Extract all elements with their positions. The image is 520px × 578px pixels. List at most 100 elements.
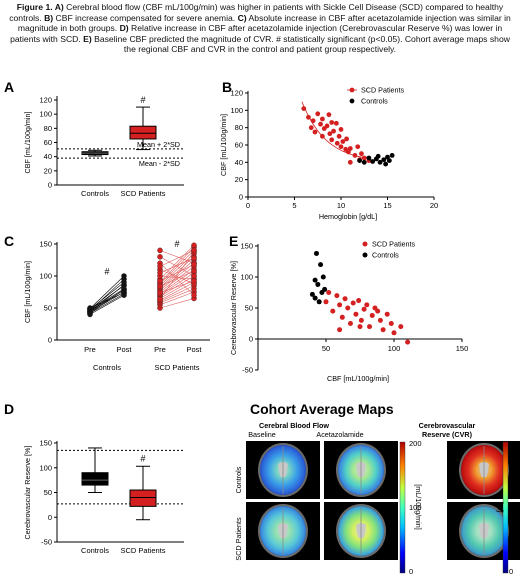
box — [81, 472, 109, 486]
pair-line — [159, 285, 195, 302]
scd-point — [306, 114, 311, 120]
control-point — [322, 286, 328, 292]
scd-point — [340, 139, 346, 144]
y-axis-label: Cerebrovascular Reserve [%] — [229, 261, 238, 355]
scd-point — [350, 300, 356, 306]
pair-line — [159, 250, 195, 267]
scd-point — [312, 129, 318, 135]
scd-point — [405, 339, 411, 345]
significance-mark: # — [104, 267, 109, 277]
caption-text: Baseline CBF predicted the magnitude of … — [91, 33, 510, 55]
caption-text: Absolute increase in CBF after acetazola… — [17, 12, 511, 34]
scd-point — [361, 155, 367, 161]
x-tick-label: 20 — [430, 201, 438, 210]
control-point — [366, 155, 372, 161]
col-baseline: Baseline — [248, 430, 276, 439]
scd-point — [361, 306, 367, 312]
y-tick-label: 100 — [230, 106, 243, 115]
scd-point — [301, 106, 307, 111]
scd-point — [333, 120, 339, 126]
caption-text: Cerebral blood flow (CBF mL/100g/min) wa… — [9, 2, 504, 23]
pair-line — [159, 298, 195, 309]
pair-line — [89, 293, 125, 314]
y-axis-label: CBF [mL/100g/min] — [23, 261, 32, 323]
control-point — [312, 277, 318, 283]
post-point — [191, 247, 197, 254]
post-point — [191, 278, 197, 284]
scd-point — [315, 111, 321, 117]
row-controls: Controls — [234, 466, 243, 493]
post-point — [191, 242, 197, 249]
panel-label: D — [4, 401, 14, 417]
y-tick-label: 40 — [44, 152, 52, 161]
x-tick-label: 5 — [292, 201, 296, 210]
y-tick-label: 40 — [235, 158, 243, 167]
cvr-scale-max: 100 — [509, 439, 520, 448]
scd-point — [375, 308, 381, 314]
scd-point — [347, 321, 353, 326]
cbf-scale-mid: 100 — [409, 503, 422, 512]
pre-point — [157, 270, 163, 276]
control-point — [309, 291, 315, 297]
y-tick-label: 100 — [240, 273, 253, 282]
scd-point — [326, 290, 332, 295]
x-category-label: SCD Patients — [120, 546, 165, 555]
pair-line — [159, 282, 195, 301]
caption-panel-label: D) — [119, 23, 129, 34]
control-point — [377, 159, 383, 165]
control-point — [318, 262, 324, 268]
scd-point — [320, 133, 325, 139]
scd-point — [336, 133, 342, 139]
fit-curve — [301, 101, 371, 160]
cbf-colorbar — [399, 441, 406, 574]
scd-point — [398, 324, 404, 330]
pair-line — [89, 294, 125, 315]
control-point — [389, 153, 395, 158]
significance-mark: # — [174, 239, 179, 249]
scd-point — [329, 120, 335, 125]
panel-label: A — [4, 79, 14, 95]
control-point — [357, 158, 362, 164]
scd-point — [364, 302, 370, 308]
mean-plus-label: Mean + 2*SD — [137, 140, 180, 149]
scd-point — [310, 118, 316, 124]
x-tick-label: Post — [186, 345, 202, 354]
pre-point — [87, 307, 93, 314]
row-scd: SCD Patients — [234, 517, 243, 561]
scd-point — [359, 151, 364, 157]
maps-title: Cohort Average Maps — [250, 401, 394, 417]
y-tick-label: 120 — [230, 89, 243, 98]
scd-point — [326, 112, 332, 118]
control-point — [375, 153, 381, 159]
pair-line — [159, 270, 195, 287]
x-tick-label: Post — [116, 345, 132, 354]
significance-mark: # — [140, 95, 145, 105]
y-axis-label: CBF [mL/100g/min] — [23, 112, 32, 174]
scd-point — [369, 312, 375, 318]
scd-point — [308, 125, 314, 131]
y-tick-label: 0 — [48, 513, 52, 522]
pair-line — [159, 269, 195, 284]
pair-line — [89, 278, 125, 311]
pair-line — [89, 289, 125, 314]
scd-point — [327, 131, 333, 137]
x-tick-label: 100 — [388, 344, 401, 353]
pair-line — [89, 275, 125, 309]
pair-line — [89, 284, 125, 313]
legend-label: SCD Patients — [361, 86, 405, 95]
scd-point — [377, 317, 383, 323]
scd-point — [388, 321, 394, 326]
x-tick-label: 50 — [322, 344, 330, 353]
pair-line — [159, 251, 195, 300]
scd-point — [337, 302, 343, 308]
scd-point — [330, 308, 336, 314]
control-point — [383, 161, 389, 167]
control-point — [370, 159, 376, 164]
pre-point — [157, 289, 163, 296]
control-point — [312, 295, 318, 301]
box — [129, 125, 157, 140]
scd-point — [338, 144, 344, 150]
scd-point — [384, 311, 390, 317]
pair-line — [89, 282, 125, 310]
caption-text: CBF increase compensated for severe anem… — [53, 12, 238, 23]
